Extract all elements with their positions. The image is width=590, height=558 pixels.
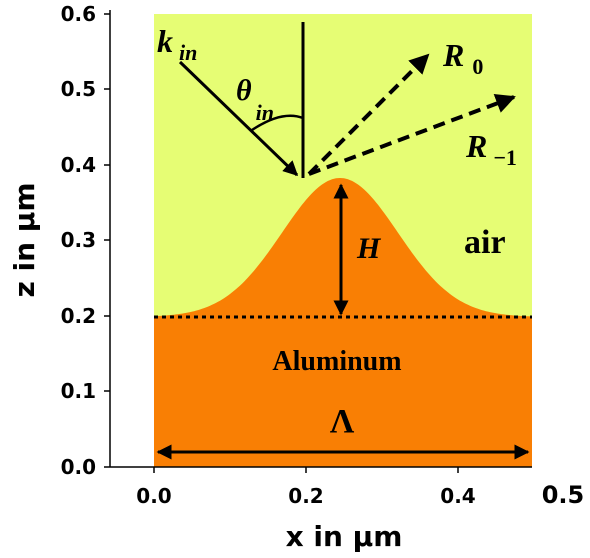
y-axis-title: z in µm bbox=[8, 182, 41, 297]
y-tick-label: 0.6 bbox=[61, 2, 96, 26]
air-label: air bbox=[464, 224, 506, 261]
x-tick-label: 0.4 bbox=[440, 484, 475, 508]
y-tick-label: 0.3 bbox=[61, 228, 96, 252]
x-axis-title: x in µm bbox=[286, 520, 403, 553]
k-in-label: k in bbox=[157, 23, 197, 65]
incidence-angle-arc bbox=[251, 114, 304, 132]
r-minus1-label: R −1 bbox=[465, 128, 517, 170]
y-axis-ticks bbox=[104, 13, 110, 468]
y-tick-label: 0.1 bbox=[61, 379, 96, 403]
material-label: Aluminum bbox=[272, 346, 401, 377]
reflected-ray-r0-arrow bbox=[307, 53, 430, 176]
x-tick-label: 0.2 bbox=[288, 484, 323, 508]
incident-ray-arrow bbox=[178, 60, 299, 177]
height-label: H bbox=[356, 232, 382, 265]
aluminum-profile bbox=[154, 178, 532, 467]
y-tick-label: 0.0 bbox=[61, 455, 96, 479]
period-label: Λ bbox=[330, 403, 355, 440]
x-axis-ticks bbox=[153, 467, 459, 473]
x-tick-label: 0.5 bbox=[542, 481, 585, 509]
y-tick-label: 0.2 bbox=[61, 304, 96, 328]
y-tick-label: 0.5 bbox=[61, 77, 96, 101]
y-tick-label: 0.4 bbox=[61, 153, 96, 177]
reflected-ray-r-minus1-arrow bbox=[308, 93, 516, 176]
x-tick-label: 0.0 bbox=[136, 484, 171, 508]
theta-in-label: θin bbox=[236, 74, 274, 125]
